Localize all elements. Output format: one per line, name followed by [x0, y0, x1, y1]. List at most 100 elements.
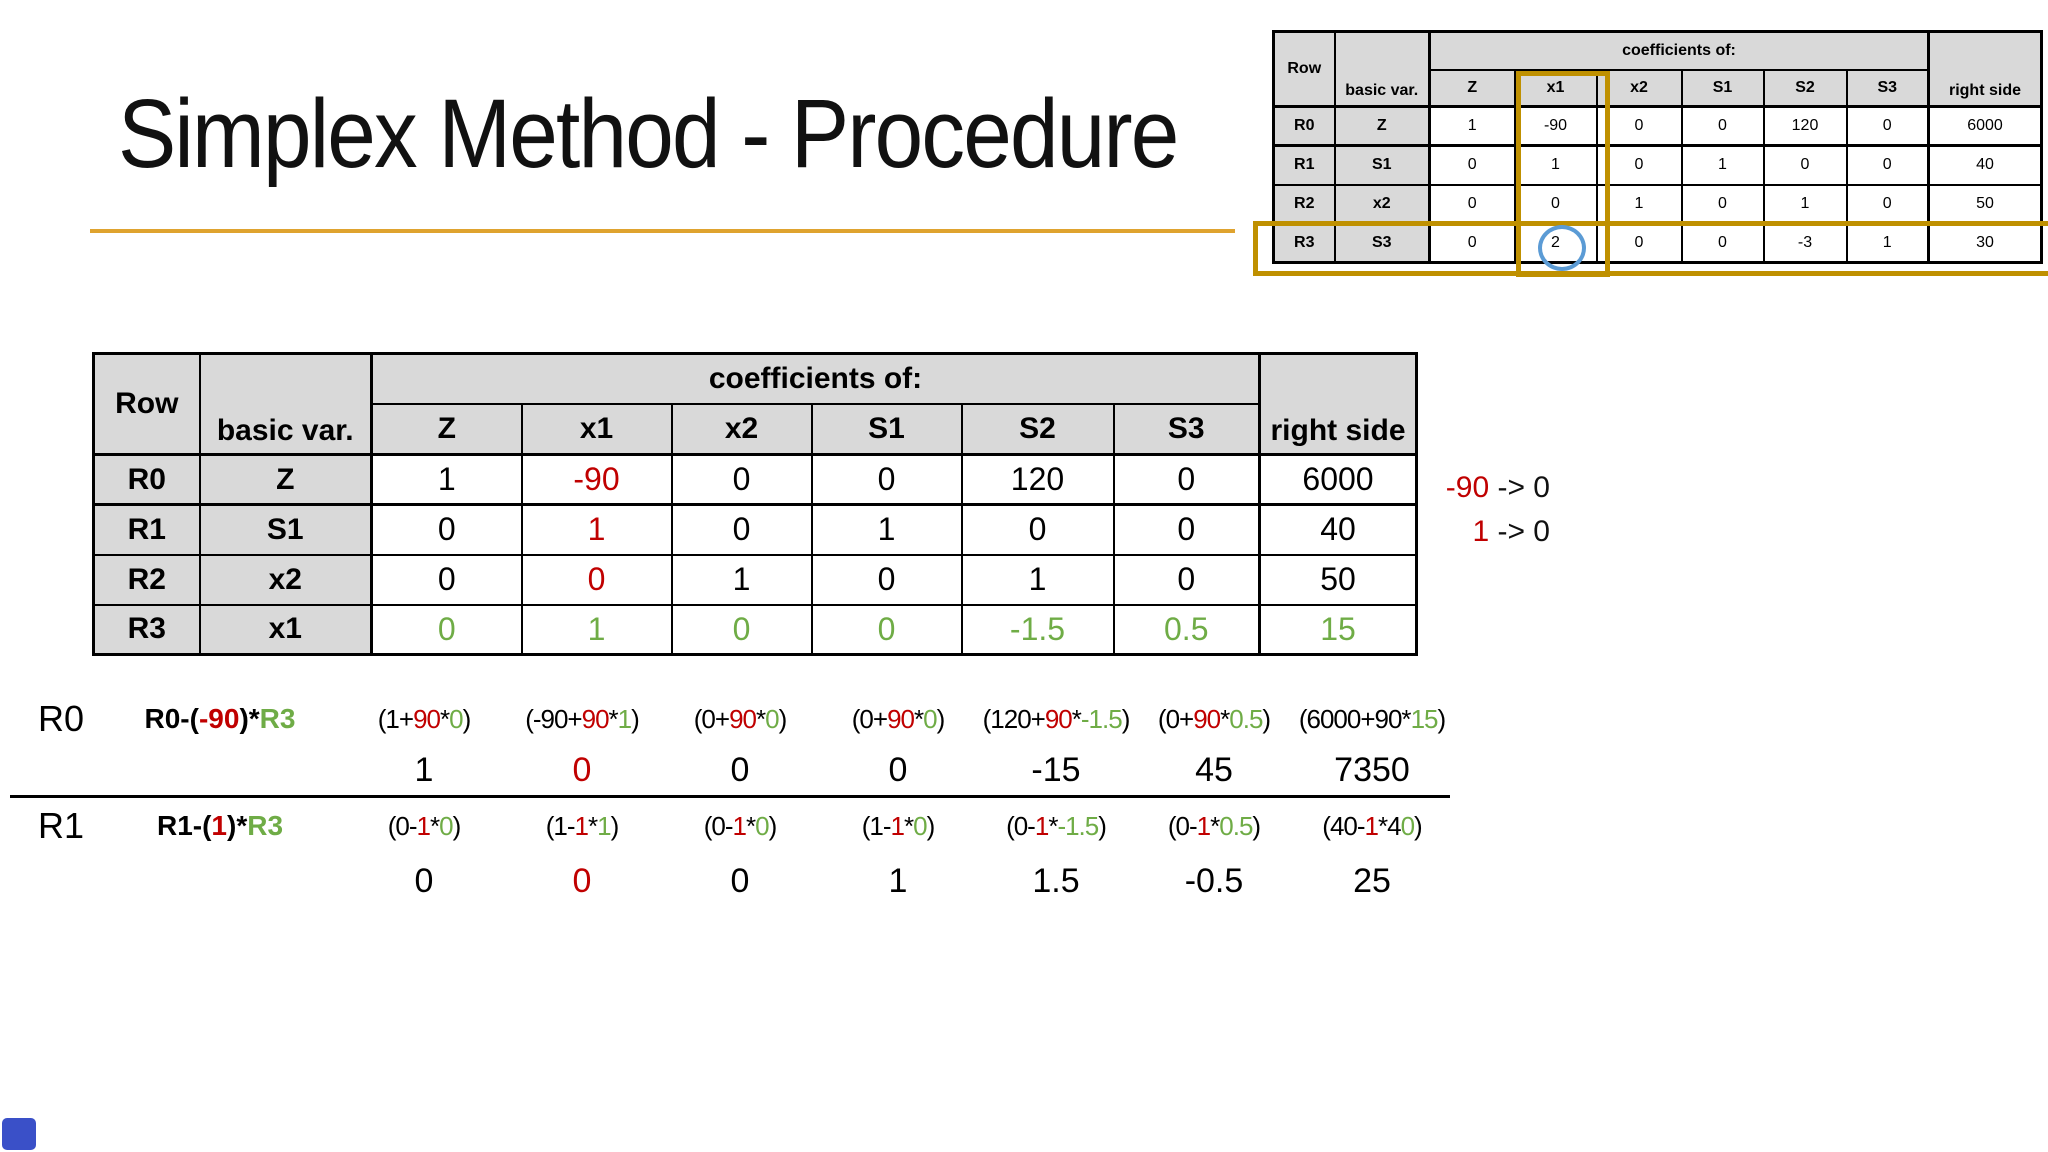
table-row-R2: R2 x2 0 0 1 0 1 0 50: [1272, 183, 2043, 225]
op-formula-part: R0-(: [144, 703, 199, 734]
op-expr-part: *: [1210, 810, 1220, 841]
op-result: 0: [572, 861, 592, 900]
coef-cell: 0: [1680, 222, 1765, 264]
pivot-note-rest: -> 0: [1489, 471, 1550, 504]
op-expression: (0+90*0): [819, 704, 977, 735]
coef-cell: 0: [1845, 183, 1930, 225]
basic-var: S3: [1333, 222, 1431, 264]
op-row-label: R0: [38, 698, 85, 739]
op-expression: (1-1*1): [503, 811, 661, 842]
op-expr-part: (0-: [1006, 810, 1036, 841]
op-row-label: R1: [38, 805, 85, 846]
col-header-x2: x2: [1595, 68, 1683, 108]
coef-cell: 0: [1513, 183, 1598, 225]
op-expression: (40-1*40): [1293, 811, 1451, 842]
op-expr-part: 1: [890, 810, 906, 841]
op-expr-part: *: [913, 703, 924, 734]
op-expr-part: ): [1098, 810, 1107, 841]
coef-cell: 0: [670, 503, 813, 556]
op-expr-part: 0: [449, 703, 464, 734]
op-formula-part: )*: [239, 703, 260, 734]
op-expr-part: 0: [765, 703, 780, 734]
col-header-x2: x2: [670, 402, 813, 456]
coef-cell: 0: [1762, 144, 1848, 186]
op-expr-part: (0+: [693, 703, 730, 734]
coef-cell: 1: [1513, 144, 1598, 186]
row-label: R0: [1272, 105, 1336, 147]
op-expression: (0-1*0): [661, 811, 819, 842]
op-result: 45: [1195, 750, 1233, 789]
coef-cell: 1: [670, 553, 813, 606]
row-label: R2: [1272, 183, 1336, 225]
op-expr-part: 0: [913, 810, 928, 841]
row-label: R3: [92, 603, 201, 656]
col-header-Z: Z: [370, 402, 523, 456]
op-expression-row-R0: R0 R0-(-90)*R3 (1+90*0) (-90+90*1) (0+90*0)(…: [10, 697, 1451, 741]
col-header-x1: x1: [1513, 68, 1598, 108]
op-result: 0: [572, 750, 592, 789]
title-underline: [90, 229, 1235, 233]
op-result: 1: [414, 750, 434, 789]
op-result: -0.5: [1184, 861, 1244, 900]
op-expr-part: ): [926, 810, 936, 841]
op-formula: R0-(-90)*R3: [95, 703, 345, 735]
coef-cell: 0: [960, 503, 1115, 556]
table-header-row: Row basic var. coefficients of: right side: [92, 352, 1418, 456]
op-expr-part: ): [936, 703, 946, 734]
row-label: R0: [92, 453, 201, 506]
blue-corner-marker: [2, 1118, 36, 1150]
pivot-note-rest: -> 0: [1489, 515, 1550, 548]
op-expr-part: (0+: [851, 703, 888, 734]
pivot-note-from: 1: [1472, 515, 1490, 548]
op-expr-part: ): [1414, 810, 1423, 841]
coef-cell: 1: [1762, 183, 1848, 225]
op-expr-part: (1+: [377, 703, 414, 734]
op-expression: (0-1*0): [345, 811, 503, 842]
coef-cell: -90: [1513, 105, 1598, 147]
basic-var: x2: [1333, 183, 1431, 225]
op-expr-part: ): [1252, 810, 1261, 841]
op-expr-part: 90: [1193, 703, 1221, 734]
op-expression: (120+90*-1.5): [977, 704, 1135, 735]
table-row-R1: R1 S1 0 1 0 1 0 0 40: [92, 503, 1418, 556]
op-expr-part: -1.5: [1080, 703, 1123, 734]
col-header-Z: Z: [1428, 68, 1516, 108]
op-expr-part: 1: [732, 810, 748, 841]
mini-tbl-table: Row basic var. coefficients of: right side Z…: [1272, 30, 2043, 264]
op-result: 1: [888, 861, 908, 900]
right-side-cell: 6000: [1258, 453, 1418, 506]
table-row-R0: R0 Z 1 -90 0 0 120 0 6000: [1272, 105, 2043, 147]
mini-simplex-table: Row basic var. coefficients of: right side Z…: [1272, 30, 2043, 264]
coef-cell: 0: [670, 603, 813, 656]
op-expr-part: *: [587, 810, 598, 841]
basic-var: S1: [198, 503, 373, 556]
coef-cell: -90: [520, 453, 673, 506]
coef-cell: 0: [810, 603, 963, 656]
op-expr-part: (1-: [545, 810, 576, 841]
main-tbl-table: Row basic var. coefficients of: right side Z…: [92, 352, 1418, 656]
op-expr-part: 90: [1044, 703, 1073, 734]
op-expr-part: 1: [574, 810, 590, 841]
right-side-header: right side: [1258, 352, 1418, 456]
op-expr-part: 15: [1410, 703, 1439, 734]
op-expr-part: *: [755, 703, 766, 734]
op-expr-part: ): [1262, 703, 1271, 734]
pivot-notes: -90 -> 0 1 -> 0: [1400, 466, 1550, 554]
basic-var: S1: [1333, 144, 1431, 186]
coef-cell: 0: [1112, 503, 1261, 556]
op-expr-part: 0: [755, 810, 770, 841]
coef-cell: 0: [810, 553, 963, 606]
op-expr-part: *: [608, 703, 619, 734]
op-expr-part: 1: [1364, 810, 1380, 841]
op-result-row-R1: 0 0 0 1 1.5 -0.5 25: [10, 856, 1451, 906]
op-expr-part: 90: [413, 703, 441, 734]
op-expr-part: (0-: [387, 810, 418, 841]
coef-cell: 0: [1845, 144, 1930, 186]
op-expr-part: -1.5: [1057, 810, 1099, 841]
op-expr-part: *: [1048, 810, 1058, 841]
coef-cell: 0: [810, 453, 963, 506]
op-expr-part: *: [1220, 703, 1230, 734]
col-header-S1: S1: [810, 402, 963, 456]
coef-cell: 1: [1595, 183, 1683, 225]
